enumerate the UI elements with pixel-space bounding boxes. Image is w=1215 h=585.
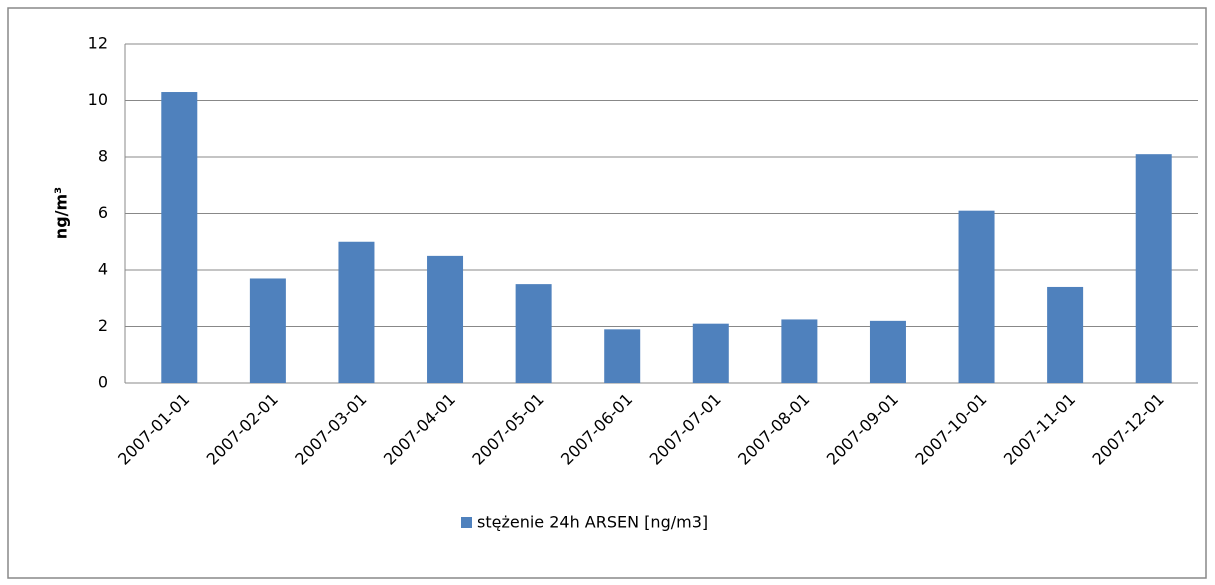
y-tick-label: 10 — [88, 90, 108, 109]
chart-frame — [7, 7, 1207, 579]
y-tick-label: 8 — [98, 147, 108, 166]
bar — [338, 241, 375, 383]
y-axis-label: ng/m³ — [52, 187, 71, 239]
bar — [1135, 154, 1172, 383]
bar — [1047, 286, 1084, 383]
y-tick-label: 0 — [98, 373, 108, 392]
bar — [249, 278, 286, 383]
bar — [958, 210, 995, 383]
y-tick-label: 12 — [88, 34, 108, 53]
bar — [781, 319, 818, 383]
legend-swatch — [461, 517, 472, 528]
y-tick-label: 6 — [98, 203, 108, 222]
bar — [869, 320, 906, 383]
y-tick-label: 2 — [98, 316, 108, 335]
bar — [515, 284, 552, 383]
bar — [161, 92, 198, 384]
bar — [692, 323, 729, 383]
bar — [604, 329, 641, 383]
bar — [427, 255, 464, 383]
legend-label: stężenie 24h ARSEN [ng/m3] — [477, 513, 708, 532]
y-tick-label: 4 — [98, 260, 108, 279]
